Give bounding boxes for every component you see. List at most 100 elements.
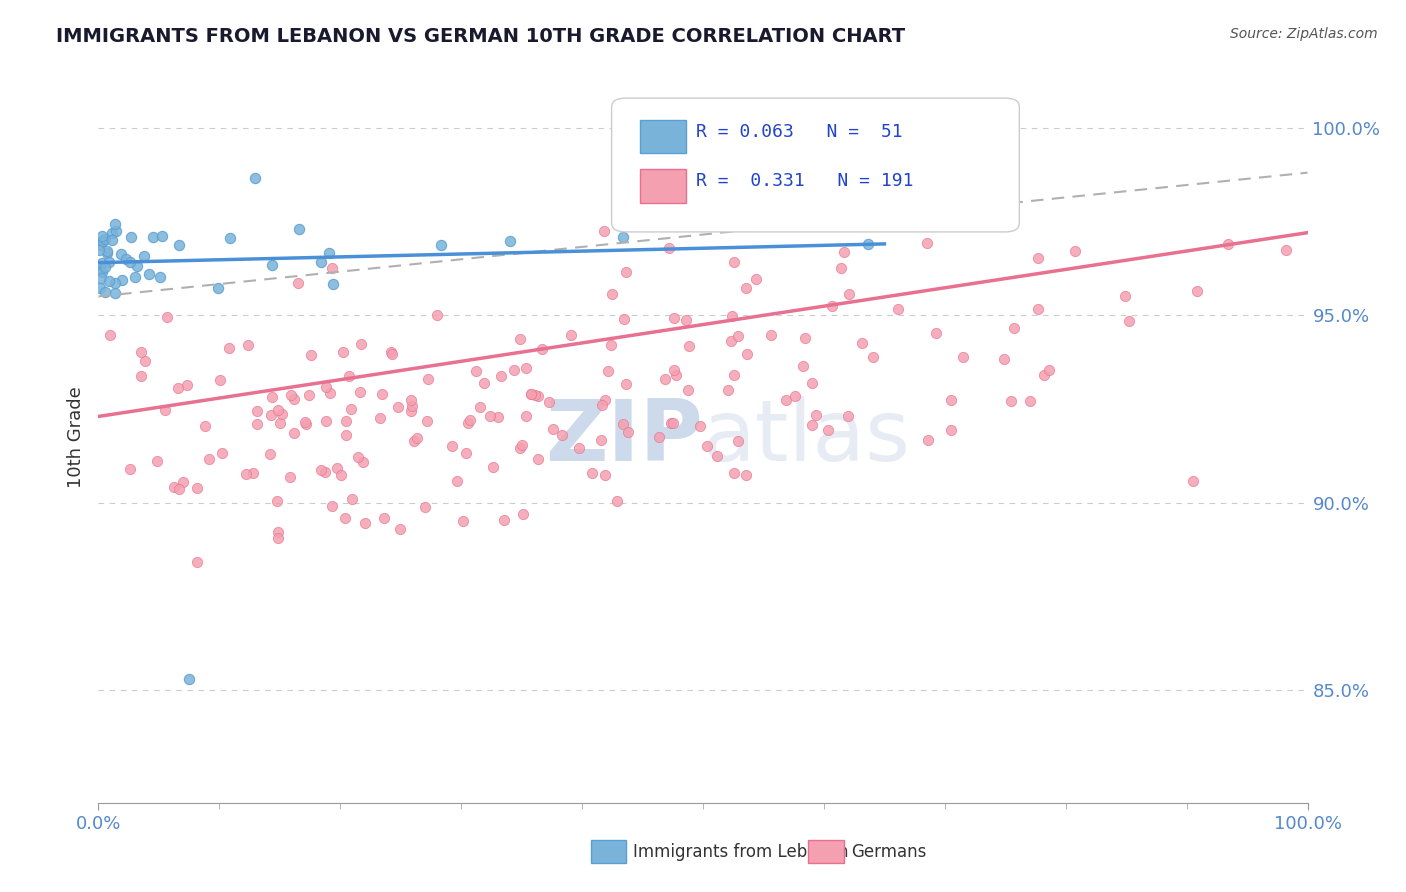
Point xyxy=(541,422,564,436)
Point xyxy=(246,403,269,417)
Point xyxy=(267,531,290,545)
Point xyxy=(925,326,948,340)
Point xyxy=(101,226,124,240)
Text: IMMIGRANTS FROM LEBANON VS GERMAN 10TH GRADE CORRELATION CHART: IMMIGRANTS FROM LEBANON VS GERMAN 10TH G… xyxy=(56,27,905,45)
Point xyxy=(492,513,515,527)
Point xyxy=(457,416,479,430)
Point xyxy=(283,425,305,440)
Point xyxy=(614,265,637,279)
Point xyxy=(834,245,856,260)
Point xyxy=(177,672,200,686)
Point xyxy=(1019,394,1042,409)
Point xyxy=(509,441,531,455)
Point xyxy=(315,380,337,394)
Point xyxy=(93,232,115,246)
Text: atlas: atlas xyxy=(703,395,911,479)
Point xyxy=(319,385,342,400)
Point xyxy=(89,281,111,295)
Point xyxy=(218,342,240,356)
Point xyxy=(658,241,681,255)
Point xyxy=(723,368,745,382)
Point xyxy=(352,455,374,469)
Point xyxy=(243,170,266,185)
Point xyxy=(98,328,121,343)
Point xyxy=(98,274,121,288)
Point xyxy=(735,280,758,294)
Point xyxy=(759,327,782,342)
Point xyxy=(91,234,114,248)
Point xyxy=(792,359,814,373)
Point xyxy=(526,452,548,467)
Point xyxy=(1216,237,1239,252)
Point xyxy=(104,224,127,238)
Point xyxy=(381,347,404,361)
Point xyxy=(163,480,186,494)
Point xyxy=(401,400,423,414)
Point xyxy=(146,454,169,468)
Point xyxy=(952,350,974,364)
Point xyxy=(451,514,474,528)
Point xyxy=(612,229,634,244)
Point xyxy=(91,229,114,244)
Point xyxy=(616,425,638,439)
Point xyxy=(512,508,534,522)
Point xyxy=(90,271,112,285)
Point xyxy=(486,410,509,425)
Point xyxy=(172,475,194,490)
Point xyxy=(735,468,758,483)
Point xyxy=(440,439,463,453)
Point xyxy=(124,269,146,284)
Point xyxy=(600,337,623,351)
Point xyxy=(520,387,543,401)
Point xyxy=(596,363,619,377)
Point xyxy=(662,417,685,431)
Point xyxy=(415,414,437,428)
Point xyxy=(793,331,815,345)
Point xyxy=(523,388,546,402)
Point xyxy=(418,372,440,386)
Point xyxy=(138,268,160,282)
Point xyxy=(335,511,357,525)
Point xyxy=(527,388,550,402)
Point xyxy=(125,259,148,273)
Point xyxy=(406,431,429,445)
Point xyxy=(727,328,749,343)
Point xyxy=(350,337,373,351)
Point xyxy=(1274,243,1296,257)
Point xyxy=(373,511,395,525)
Point xyxy=(347,450,370,465)
Point xyxy=(614,377,637,392)
Point xyxy=(402,434,425,448)
Point xyxy=(260,259,283,273)
Point xyxy=(458,413,481,427)
Point xyxy=(370,386,392,401)
Point xyxy=(287,276,309,290)
Point xyxy=(91,255,114,269)
Point xyxy=(368,411,391,425)
Point xyxy=(111,273,134,287)
Point xyxy=(1026,301,1049,316)
Point xyxy=(678,383,700,397)
Point xyxy=(723,255,745,269)
Point xyxy=(236,338,259,352)
Point xyxy=(299,348,322,362)
Point xyxy=(520,387,543,401)
Point xyxy=(389,522,412,536)
Point xyxy=(89,244,111,258)
Point xyxy=(939,423,962,437)
Point xyxy=(219,231,242,245)
Point xyxy=(167,482,190,496)
Point xyxy=(717,383,740,397)
Point xyxy=(1118,314,1140,328)
Point xyxy=(600,287,623,301)
Point xyxy=(104,286,127,301)
Point xyxy=(648,430,671,444)
Point xyxy=(349,384,371,399)
Point xyxy=(325,461,347,475)
Point xyxy=(613,311,636,326)
Point xyxy=(482,459,505,474)
Point xyxy=(993,352,1015,367)
Point xyxy=(150,229,173,244)
Point xyxy=(720,334,742,348)
Point xyxy=(659,417,682,431)
